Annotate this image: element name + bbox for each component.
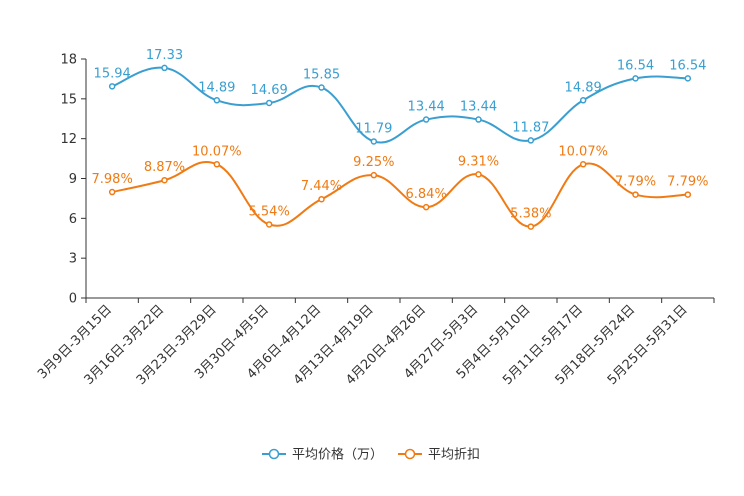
data-label: 16.54 [669, 58, 706, 73]
data-label: 14.89 [565, 80, 602, 95]
data-point[interactable] [213, 97, 221, 104]
data-point[interactable] [475, 171, 482, 178]
data-label: 10.07% [192, 144, 242, 159]
legend-label: 平均折扣 [428, 448, 480, 463]
y-tick-label: 18 [60, 53, 77, 68]
data-point[interactable] [370, 171, 378, 179]
data-label: 16.54 [617, 58, 654, 73]
data-point[interactable] [265, 99, 273, 107]
legend-marker-icon [268, 448, 280, 460]
data-label: 15.94 [94, 66, 131, 81]
data-label: 7.79% [667, 175, 708, 190]
data-point[interactable] [318, 84, 325, 91]
data-point[interactable] [108, 83, 116, 90]
data-label: 7.44% [301, 179, 342, 194]
data-point[interactable] [108, 188, 116, 196]
data-label: 6.84% [406, 187, 447, 202]
y-tick-label: 12 [60, 132, 77, 147]
data-label: 9.31% [458, 154, 499, 169]
series-1: 7.98% 8.87% 10.07% 5.54% 7.44% 9.25% 6.84% 9.31… [92, 144, 708, 230]
data-point[interactable] [579, 161, 587, 168]
series-0: 15.94 17.33 14.89 14.69 15.85 11.79 13.44 13.44… [94, 48, 706, 145]
data-label: 11.79 [355, 121, 392, 136]
data-point[interactable] [265, 221, 273, 228]
data-label: 9.25% [353, 155, 394, 170]
data-label: 7.79% [615, 175, 656, 190]
data-point[interactable] [370, 138, 378, 145]
data-label: 8.87% [144, 160, 185, 175]
data-point[interactable] [318, 195, 325, 203]
data-label: 15.85 [303, 68, 340, 83]
y-tick-label: 6 [69, 212, 77, 227]
data-point[interactable] [422, 203, 430, 211]
y-tick-label: 3 [69, 252, 77, 267]
data-label: 17.33 [146, 48, 183, 63]
series-line [111, 161, 688, 228]
legend-marker-icon [404, 448, 416, 460]
data-point[interactable] [684, 191, 692, 198]
data-point[interactable] [161, 64, 168, 72]
y-tick-label: 9 [69, 172, 77, 187]
data-point[interactable] [161, 176, 168, 184]
data-point[interactable] [632, 191, 639, 198]
series-layer: 15.94 17.33 14.89 14.69 15.85 11.79 13.44 13.44… [92, 48, 708, 230]
data-point[interactable] [632, 75, 639, 82]
data-point[interactable] [422, 116, 430, 123]
data-label: 13.44 [460, 100, 497, 115]
data-label: 5.38% [510, 207, 551, 222]
axes: 03691215183月9日-3月15日3月16日-3月22日3月23日-3月2… [35, 53, 715, 388]
data-label: 7.98% [92, 172, 133, 187]
data-label: 11.87 [512, 120, 549, 135]
data-point[interactable] [475, 116, 482, 123]
legend[interactable]: 平均价格（万） 平均折扣 [262, 447, 480, 463]
data-label: 13.44 [408, 100, 445, 115]
data-point[interactable] [527, 223, 535, 230]
data-label: 10.07% [558, 144, 608, 159]
data-point[interactable] [213, 161, 221, 168]
y-tick-label: 0 [69, 292, 77, 307]
legend-label: 平均价格（万） [292, 447, 383, 463]
legend-item-1[interactable]: 平均折扣 [398, 448, 480, 463]
data-label: 5.54% [249, 204, 290, 219]
series-line [111, 66, 688, 144]
y-tick-label: 15 [60, 92, 77, 107]
data-point[interactable] [579, 97, 587, 104]
legend-item-0[interactable]: 平均价格（万） [262, 447, 383, 463]
data-label: 14.89 [198, 80, 235, 95]
data-point[interactable] [684, 75, 692, 82]
data-label: 14.69 [251, 83, 288, 98]
data-point[interactable] [527, 137, 535, 144]
